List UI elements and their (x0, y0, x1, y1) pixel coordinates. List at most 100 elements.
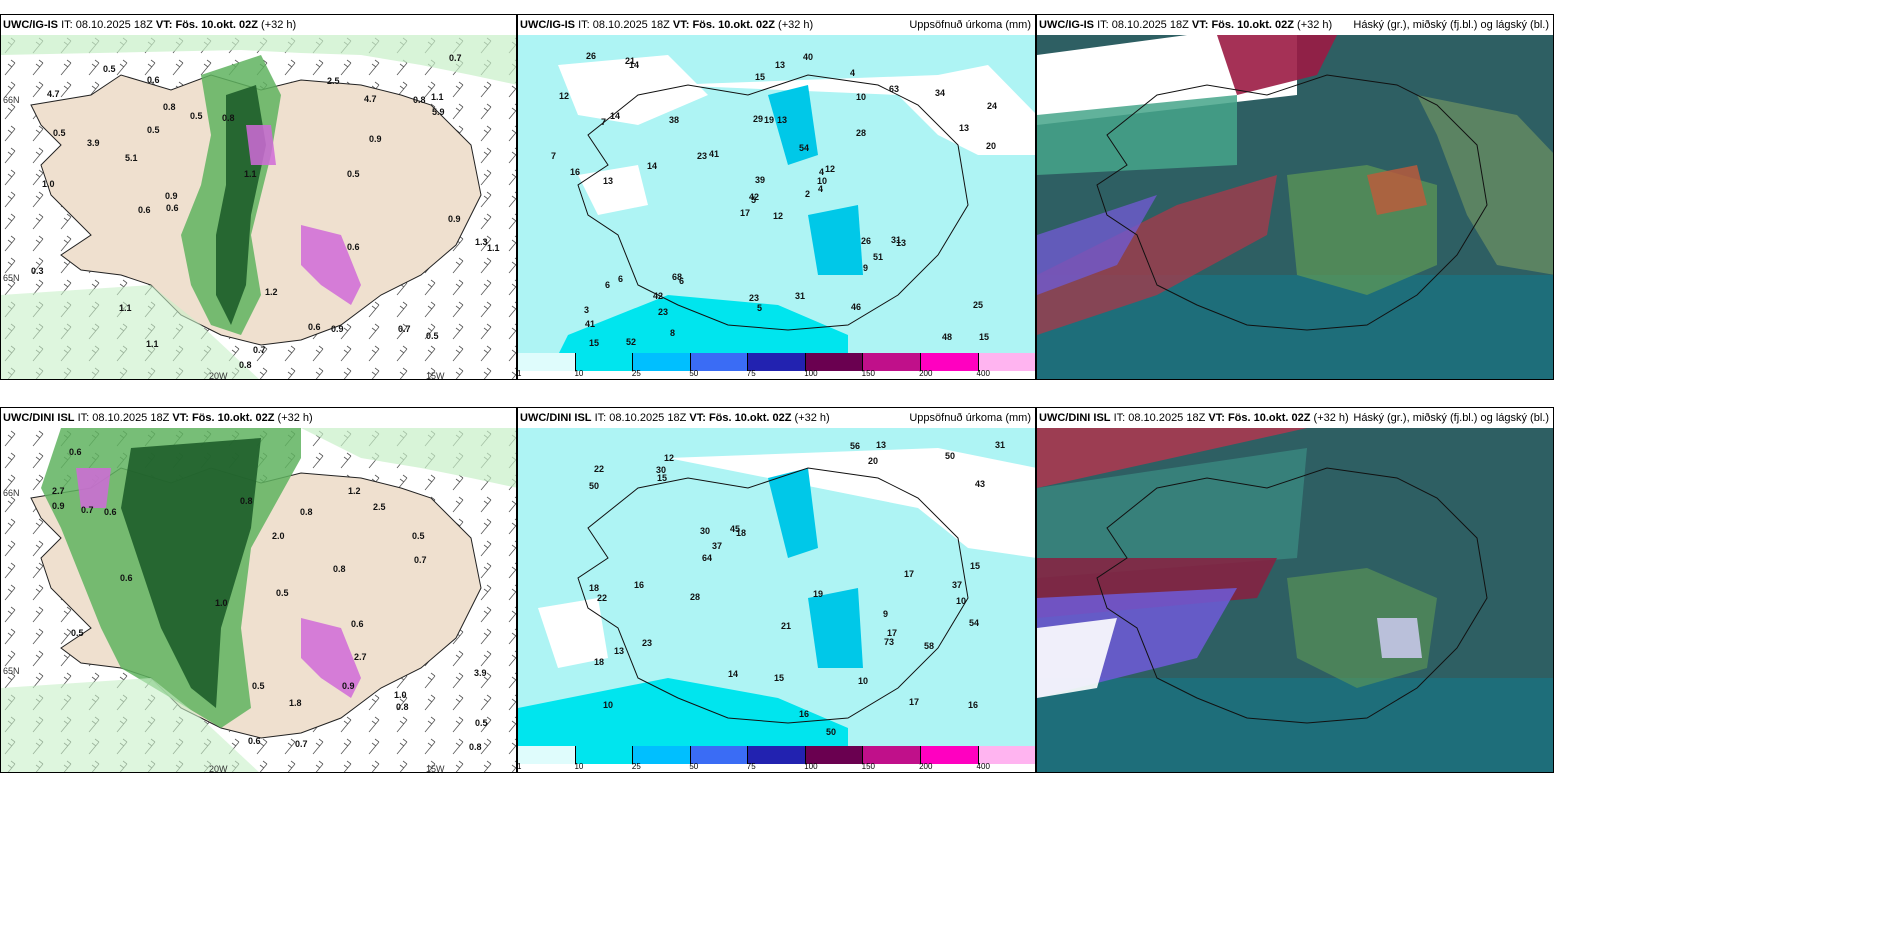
valid-time: Fös. 10.okt. 02Z (175, 19, 258, 31)
map-value-label: 10 (603, 700, 614, 710)
init-time: 08.10.2025 18Z (75, 19, 153, 31)
map-value-label: 45 (730, 524, 741, 534)
light-cloud-south (1377, 618, 1422, 658)
map-value-label: 23 (697, 151, 708, 161)
map-value-label: 13 (896, 238, 907, 248)
map-value-label: 0.9 (369, 134, 382, 144)
precip-light (301, 428, 516, 488)
map-value-label: 10 (856, 92, 867, 102)
map-value-label: 48 (942, 332, 953, 342)
map-value-label: 46 (851, 302, 862, 312)
map-value-label: 1.2 (265, 287, 278, 297)
colorbar-swatch (920, 746, 979, 764)
map-value-label: 10 (956, 596, 967, 606)
map-value-label: 14 (629, 60, 640, 70)
map-value-label: 0.6 (138, 205, 151, 215)
lead-time: (+32 h) (1313, 412, 1349, 424)
map-value-label: 0.7 (398, 324, 411, 334)
map-value-label: 40 (803, 52, 814, 62)
init-time: 08.10.2025 18Z (592, 19, 670, 31)
map-value-label: 13 (603, 176, 614, 186)
panel-header: UWC/IG-IS IT: 08.10.2025 18Z VT: Fös. 10… (518, 15, 1035, 35)
map-value-label: 8 (670, 328, 676, 338)
lat-label-66n: 66N (3, 95, 20, 105)
precip-magenta-2 (76, 468, 111, 508)
low-cloud-sea (1037, 678, 1553, 772)
map-value-label: 10 (858, 676, 869, 686)
map-value-label: 58 (924, 641, 935, 651)
map-value-label: 0.5 (412, 531, 425, 541)
map-value-label: 2.7 (354, 652, 367, 662)
panel-ig-wind: UWC/IG-IS IT: 08.10.2025 18Z VT: Fös. 10… (0, 14, 517, 380)
model-name: UWC/IG-IS (3, 19, 58, 31)
map-value-label: 10 (817, 176, 828, 186)
map-value-label: 9 (863, 263, 869, 273)
map-value-label: 0.8 (163, 102, 176, 112)
colorbar-swatch (633, 746, 691, 764)
valid-time: Fös. 10.okt. 02Z (1227, 412, 1311, 424)
colorbar-level-label: 10 (574, 762, 584, 771)
map-value-label: 4 (850, 68, 856, 78)
east-cloud (1417, 95, 1553, 275)
map-value-label: 15 (979, 332, 990, 342)
iceland-coast (577, 467, 969, 724)
vt-label: VT: (172, 412, 189, 424)
colorbar-swatch (805, 353, 864, 371)
map-value-label: 3.9 (474, 668, 487, 678)
cloud-map (1037, 35, 1553, 379)
map-value-label: 37 (712, 541, 723, 551)
high-cloud-sw (1037, 175, 1277, 335)
colorbar-level-label: 150 (861, 369, 876, 378)
lon-label-15w: 15W (426, 371, 445, 380)
precip-magenta (301, 225, 361, 305)
map-value-label: 3.9 (87, 138, 100, 148)
map-value-label: 31 (795, 291, 806, 301)
map-value-label: 54 (969, 618, 980, 628)
map-value-label: 0.8 (469, 742, 482, 752)
init-time: 08.10.2025 18Z (92, 412, 170, 424)
it-label: IT: (1097, 19, 1109, 31)
map-value-label: 0.5 (252, 681, 265, 691)
map-value-label: 26 (861, 236, 872, 246)
lon-label-20w: 20W (209, 764, 228, 773)
map-value-label: 0.7 (81, 505, 94, 515)
colorbar-swatch (978, 746, 1035, 764)
map-value-label: 2.7 (52, 486, 65, 496)
map-value-label: 19 (813, 589, 824, 599)
it-label: IT: (77, 412, 90, 424)
precip-map (518, 35, 1035, 355)
map-value-label: 13 (777, 115, 788, 125)
clear-sky-sw (1037, 618, 1117, 698)
map-value-label: 0.6 (166, 203, 179, 213)
map-value-label: 0.7 (414, 555, 427, 565)
mid-cloud-sw (1037, 195, 1157, 295)
panel-ig-precip: UWC/IG-IS IT: 08.10.2025 18Z VT: Fös. 10… (517, 14, 1036, 380)
map-value-label: 31 (995, 440, 1006, 450)
init-time: 08.10.2025 18Z (609, 412, 687, 424)
model-name: UWC/IG-IS (520, 19, 575, 31)
colorbar-swatch (920, 353, 979, 371)
colorbar-swatch (978, 353, 1035, 371)
map-value-label: 50 (589, 481, 600, 491)
precip-dark-band (121, 438, 261, 708)
colorbar-level-label: 25 (631, 762, 641, 771)
map-value-label: 0.8 (222, 113, 235, 123)
map-value-label: 1.0 (394, 690, 407, 700)
map-value-label: 22 (594, 464, 605, 474)
model-name: UWC/DINI ISL (520, 412, 592, 424)
it-label: IT: (1113, 412, 1126, 424)
panel-field-title: Háský (gr.), miðský (fj.bl.) og lágský (… (1353, 412, 1549, 424)
map-value-label: 5.1 (125, 153, 138, 163)
map-value-label: 29 (753, 114, 764, 124)
wind-map (1, 35, 516, 379)
map-value-label: 1.1 (431, 92, 444, 102)
map-value-label: 73 (884, 637, 895, 647)
it-label: IT: (578, 19, 590, 31)
map-value-label: 20 (986, 141, 997, 151)
map-value-label: 6 (605, 280, 611, 290)
map-value-label: 22 (597, 593, 608, 603)
map-value-label: 0.9 (342, 681, 355, 691)
map-value-label: 54 (799, 143, 810, 153)
map-value-label: 15 (589, 338, 600, 348)
colorbar-labels: 1 10 25 50 75 100 150 200 400 (518, 762, 1035, 772)
